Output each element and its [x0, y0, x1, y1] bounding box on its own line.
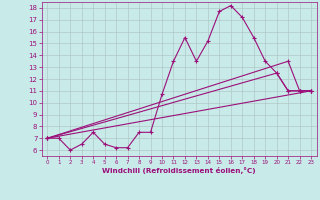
X-axis label: Windchill (Refroidissement éolien,°C): Windchill (Refroidissement éolien,°C): [102, 167, 256, 174]
